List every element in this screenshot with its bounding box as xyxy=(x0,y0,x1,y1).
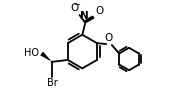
Polygon shape xyxy=(40,52,52,62)
Text: O: O xyxy=(70,3,79,13)
Text: O: O xyxy=(104,33,112,43)
Text: +: + xyxy=(88,15,93,21)
Text: O: O xyxy=(95,6,104,16)
Text: HO: HO xyxy=(24,48,39,58)
Text: −: − xyxy=(73,1,80,9)
Text: Br: Br xyxy=(46,78,57,88)
Text: N: N xyxy=(80,11,89,21)
